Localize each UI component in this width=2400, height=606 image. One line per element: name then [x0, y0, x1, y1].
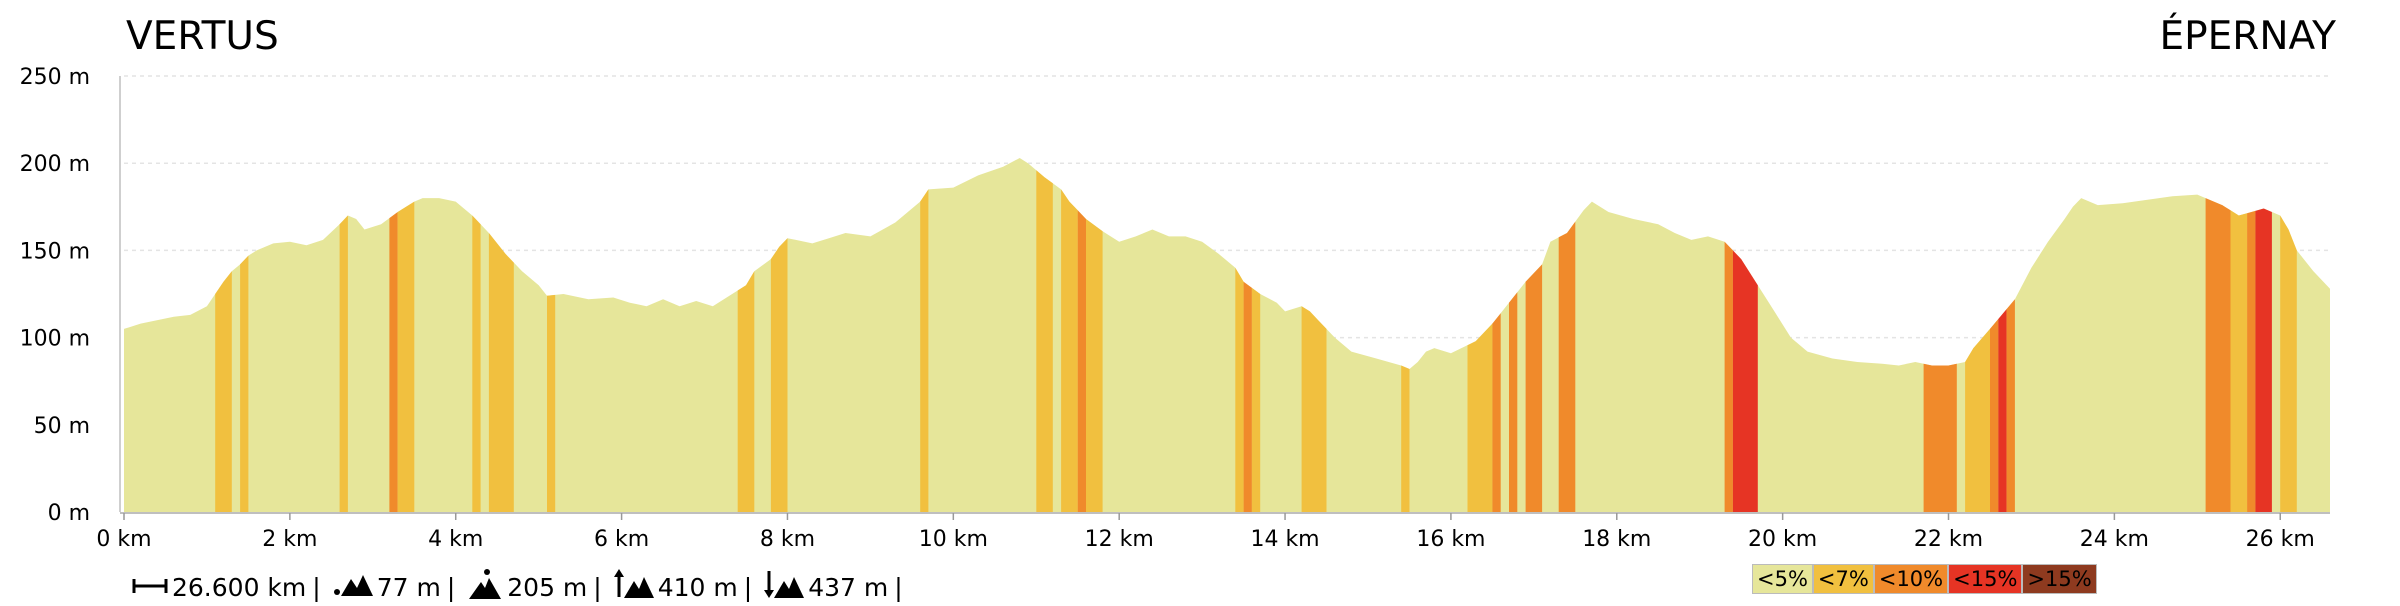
- y-tick-label: 50 m: [34, 414, 90, 439]
- gradient-band-lt15: [1732, 250, 1758, 512]
- gradient-band-lt7: [1061, 189, 1078, 512]
- gradient-band-lt7: [472, 215, 481, 512]
- x-tick-label: 8 km: [760, 527, 815, 552]
- gradient-band-lt7: [215, 271, 232, 512]
- legend-item-lt5: <5%: [1752, 564, 1813, 594]
- gradient-band-lt7: [1401, 365, 1410, 512]
- y-tick-label: 250 m: [20, 65, 90, 90]
- distance-icon: [132, 573, 168, 602]
- gradient-band-lt7: [2230, 210, 2248, 513]
- gradient-band-lt10: [1990, 319, 1999, 512]
- gradient-band-lt7: [1235, 267, 1244, 512]
- descent-icon: [764, 569, 805, 605]
- y-tick-label: 150 m: [20, 239, 90, 264]
- gradient-band-lt7: [920, 189, 929, 512]
- gradient-band-lt10: [1077, 210, 1086, 513]
- start-place-label: VERTUS: [126, 14, 279, 59]
- y-tick-label: 100 m: [20, 327, 90, 352]
- y-tick-label: 0 m: [48, 501, 90, 526]
- gradient-legend: <5% <7% <10% <15% >15%: [1752, 564, 2097, 594]
- gradient-band-lt15: [2255, 208, 2272, 512]
- legend-item-gt15: >15%: [2022, 564, 2097, 594]
- gradient-band-lt7: [737, 271, 755, 512]
- min-altitude-icon: [333, 571, 373, 603]
- x-tick-label: 6 km: [594, 527, 649, 552]
- gradient-band-lt10: [389, 212, 398, 512]
- gradient-band-lt7: [770, 238, 788, 512]
- gradient-band-lt10: [2006, 299, 2015, 512]
- gradient-band-lt7: [1467, 323, 1493, 512]
- gradient-band-lt7: [1086, 219, 1103, 512]
- gradient-band-lt7: [1301, 306, 1327, 512]
- gradient-band-lt10: [1492, 313, 1501, 512]
- gradient-band-lt7: [2280, 215, 2297, 512]
- gradient-band-lt10: [1525, 264, 1543, 512]
- x-tick-label: 2 km: [262, 527, 317, 552]
- gradient-band-lt7: [339, 215, 348, 512]
- legend-item-lt10: <10%: [1873, 564, 1949, 594]
- gradient-band-lt10: [2205, 198, 2231, 512]
- x-tick-label: 20 km: [1748, 527, 1817, 552]
- gradient-band-lt7: [240, 255, 249, 512]
- x-tick-label: 14 km: [1250, 527, 1319, 552]
- x-tick-label: 26 km: [2246, 527, 2315, 552]
- separator: |: [743, 572, 753, 602]
- ascent-icon: [613, 569, 654, 605]
- axes: 0 m 50 m 100 m 150 m 200 m 250 m 0 km 2 km 4 km 6…: [20, 65, 2330, 552]
- gradient-band-lt10: [1509, 292, 1518, 512]
- legend-item-lt15: <15%: [1948, 564, 2023, 594]
- gradient-band-lt7: [1251, 287, 1261, 512]
- x-tick-label: 0 km: [96, 527, 151, 552]
- gradient-band-lt7: [547, 294, 556, 512]
- elevation-profile: [124, 158, 2330, 512]
- gradient-band-lt15: [1998, 309, 2007, 512]
- gradient-bands: [215, 170, 2297, 513]
- min-altitude-value: 77 m: [376, 572, 441, 602]
- route-stats: 26.600 km | 77 m | 205 m | 410 m | 437 m…: [126, 568, 909, 606]
- gradient-band-lt7: [1036, 170, 1053, 512]
- x-tick-label: 16 km: [1416, 527, 1485, 552]
- y-tick-label: 200 m: [20, 152, 90, 177]
- x-tick-label: 24 km: [2080, 527, 2149, 552]
- gradient-band-lt10: [1558, 221, 1576, 512]
- gradient-band-lt7: [397, 201, 415, 512]
- separator: |: [894, 572, 903, 602]
- gradient-band-lt7: [488, 233, 514, 512]
- x-tick-label: 4 km: [428, 527, 483, 552]
- gradient-band-lt10: [2247, 210, 2256, 512]
- legend-item-lt7: <7%: [1812, 564, 1874, 594]
- distance-value: 26.600 km: [172, 572, 307, 602]
- x-tick-label: 22 km: [1914, 527, 1983, 552]
- elevation-chart: 0 m 50 m 100 m 150 m 200 m 250 m 0 km 2 km 4 km 6…: [20, 65, 2330, 552]
- separator: |: [446, 572, 456, 602]
- separator: |: [312, 572, 321, 602]
- ascent-value: 410 m: [657, 572, 738, 602]
- gradient-band-lt7: [1965, 328, 1990, 512]
- end-place-label: ÉPERNAY: [2159, 14, 2336, 59]
- gradient-band-lt10: [1923, 363, 1957, 512]
- elevation-area: [124, 158, 2330, 512]
- max-altitude-icon: [467, 568, 503, 606]
- gradient-band-lt10: [1243, 281, 1252, 512]
- x-tick-label: 18 km: [1582, 527, 1651, 552]
- x-tick-label: 10 km: [919, 527, 988, 552]
- max-altitude-value: 205 m: [507, 572, 588, 602]
- gradient-band-lt10: [1724, 241, 1733, 512]
- descent-value: 437 m: [808, 572, 889, 602]
- x-tick-label: 12 km: [1085, 527, 1154, 552]
- separator: |: [593, 572, 602, 602]
